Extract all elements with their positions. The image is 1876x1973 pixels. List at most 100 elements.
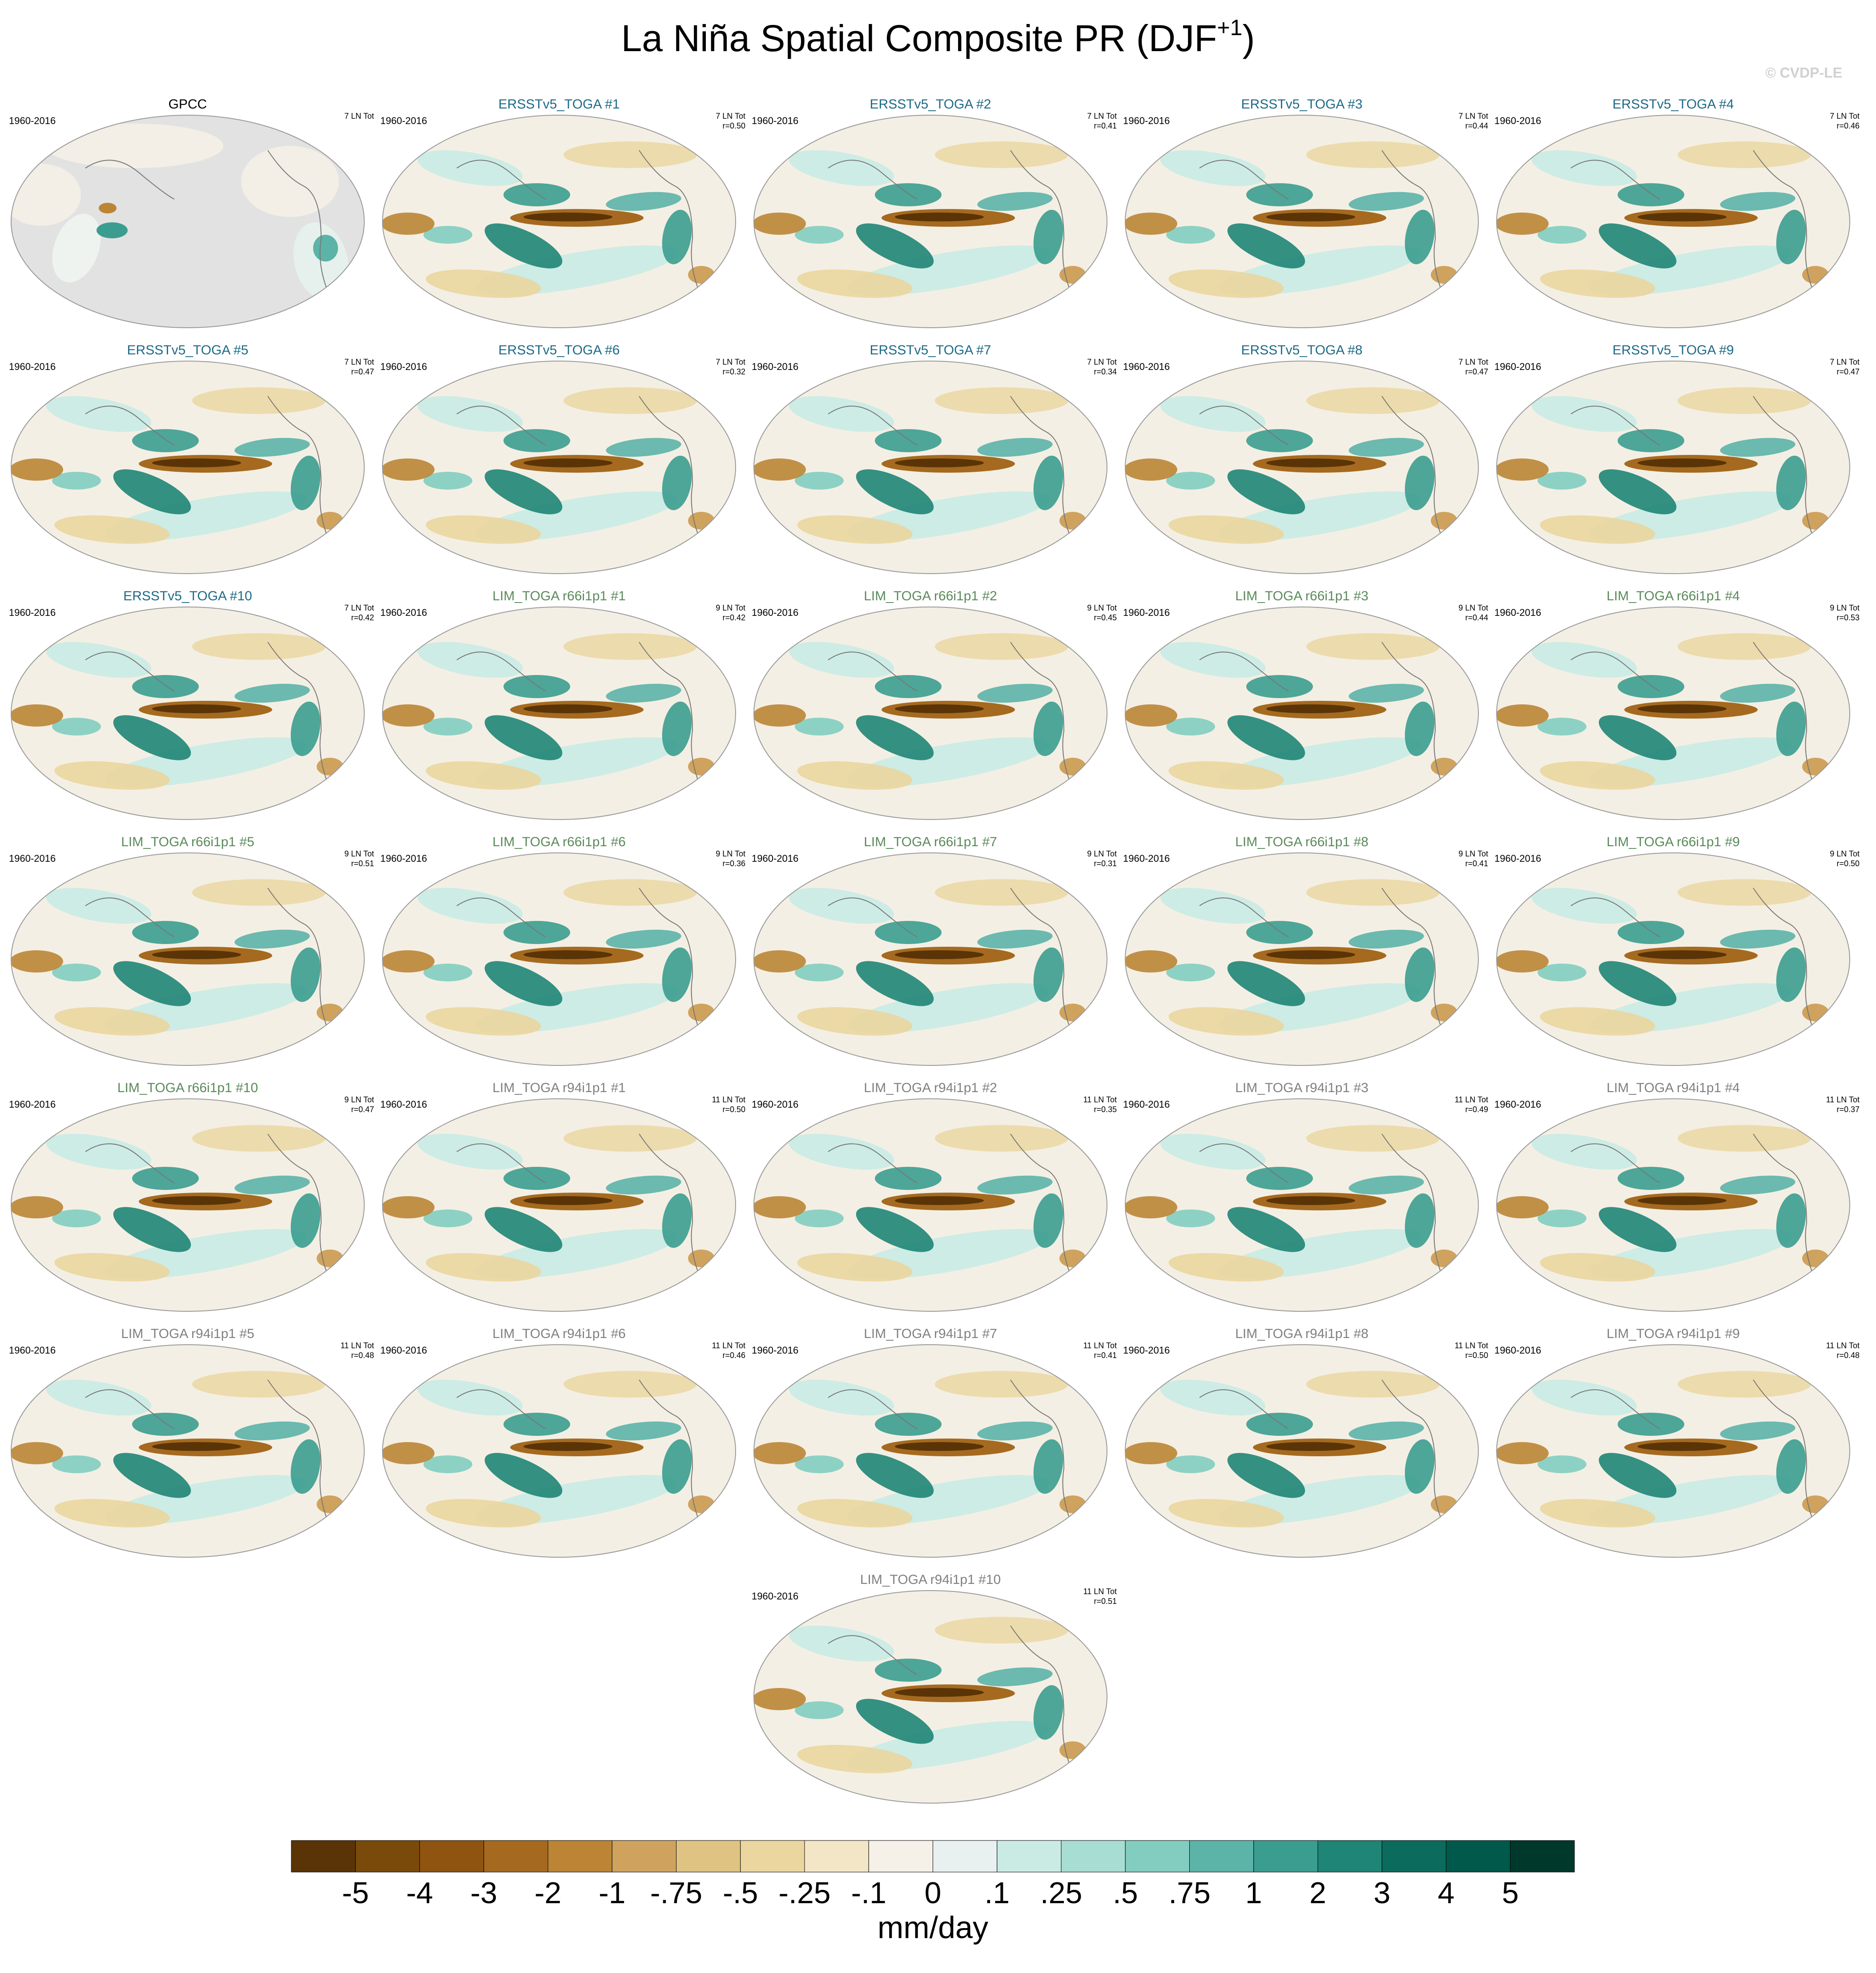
anomaly-light: [426, 515, 541, 544]
anomaly-wet: [1405, 209, 1435, 265]
anomaly-dry: [317, 1004, 343, 1021]
anomaly-light: [1306, 141, 1440, 168]
panel-title: ERSSTv5_TOGA #2: [870, 97, 991, 112]
anomaly-dry: [1431, 1250, 1457, 1267]
anomaly-wet: [1720, 1421, 1795, 1441]
anomaly-light: [564, 1371, 697, 1398]
map-panel: LIM_TOGA r66i1p1 #6 1960-2016 9 LN Totr=0.…: [380, 835, 745, 1066]
anomaly-light: [564, 633, 697, 660]
map-panel: LIM_TOGA r94i1p1 #8 1960-2016 11 LN Totr=0…: [1123, 1326, 1488, 1558]
anomaly-light: [1306, 633, 1440, 660]
panel-correlation: r=0.41: [1094, 1351, 1117, 1360]
panel-count: 11 LN Tot: [1455, 1341, 1488, 1350]
anomaly-wet: [234, 683, 310, 703]
map-panel: LIM_TOGA r66i1p1 #1 1960-2016 9 LN Totr=0.…: [380, 589, 745, 820]
coastline: [828, 1379, 1073, 1527]
colorbar-box: [997, 1840, 1062, 1873]
colorbar-box: [612, 1840, 676, 1873]
panel-count: 11 LN Tot: [1455, 1095, 1488, 1104]
panel-count: 11 LN Tot: [1083, 1587, 1117, 1596]
panel-correlation: r=0.50: [722, 1105, 745, 1114]
panel-correlation: r=0.32: [722, 367, 745, 376]
anomaly-dry: [317, 1250, 343, 1267]
map-outline: [753, 1098, 1107, 1312]
map: [1497, 1099, 1850, 1311]
panel-correlation: r=0.47: [351, 367, 374, 376]
anomaly-light: [789, 1625, 894, 1662]
panel-title: LIM_TOGA r66i1p1 #9: [1606, 835, 1740, 849]
anomaly-wet: [1166, 472, 1215, 490]
anomaly-light: [797, 1253, 913, 1282]
anomaly-dry: [523, 1442, 612, 1451]
map: [1497, 1345, 1850, 1557]
map-outline: [382, 361, 736, 574]
map-outline: [753, 115, 1107, 328]
land-wet: [313, 235, 338, 261]
panel-correlation: r=0.46: [722, 1351, 745, 1360]
anomaly-wet: [1538, 1455, 1586, 1473]
anomaly-light: [1306, 387, 1440, 414]
colorbar-box: [355, 1840, 420, 1873]
anomaly-light: [1531, 642, 1637, 678]
anomaly-wet: [52, 1210, 101, 1227]
map-outline: [382, 852, 736, 1066]
anomaly-dry: [1497, 1442, 1549, 1464]
panel-correlation: r=0.42: [351, 613, 374, 622]
anomaly-dry: [688, 512, 715, 530]
panel-count: 9 LN Tot: [716, 849, 745, 858]
colorbar-box: [548, 1840, 612, 1873]
map-outline: [382, 1344, 736, 1558]
panel-correlation: r=0.45: [1094, 613, 1117, 622]
coastline: [1570, 150, 1816, 297]
colorbar-box: [868, 1840, 933, 1873]
panel-count: 9 LN Tot: [344, 1095, 374, 1104]
anomaly-dry: [1125, 1196, 1177, 1218]
anomaly-wet: [606, 683, 681, 703]
anomaly-light: [1160, 1133, 1266, 1170]
anomaly-dry: [754, 458, 806, 481]
anomaly-wet: [1618, 429, 1684, 452]
anomaly-dry: [152, 458, 241, 467]
panel-period: 1960-2016: [9, 115, 56, 126]
map-panel: LIM_TOGA r66i1p1 #2 1960-2016 9 LN Totr=0.…: [752, 589, 1117, 820]
anomaly-wet: [132, 1167, 199, 1190]
anomaly-wet: [1598, 1207, 1677, 1252]
panel-title: LIM_TOGA r66i1p1 #4: [1606, 589, 1740, 603]
panel-period: 1960-2016: [1123, 853, 1170, 864]
anomaly-dry: [317, 512, 343, 530]
anomaly-dry: [1431, 758, 1457, 776]
anomaly-wet: [1598, 223, 1677, 269]
anomaly-light: [1160, 150, 1266, 186]
map-panel: LIM_TOGA r94i1p1 #4 1960-2016 11 LN Totr=0…: [1494, 1081, 1860, 1312]
anomaly-wet: [875, 1413, 942, 1436]
map-outline: [11, 361, 365, 574]
coastline: [1570, 1379, 1816, 1527]
anomaly-dry: [1802, 758, 1829, 776]
map-outline: [382, 1098, 736, 1312]
anomaly-dry: [1059, 1004, 1086, 1021]
anomaly-wet: [795, 226, 844, 244]
anomaly-wet: [234, 438, 310, 457]
anomaly-wet: [1227, 961, 1305, 1006]
anomaly-light: [426, 269, 541, 298]
anomaly-dry: [11, 704, 63, 727]
panel-period: 1960-2016: [380, 853, 427, 864]
anomaly-dry: [523, 458, 612, 467]
anomaly-wet: [1227, 1453, 1305, 1498]
anomaly-dry: [688, 1250, 715, 1267]
map-panel: LIM_TOGA r94i1p1 #3 1960-2016 11 LN Totr=0…: [1123, 1081, 1488, 1312]
land-wet: [97, 222, 128, 238]
anomaly-light: [426, 1499, 541, 1527]
map-panel: LIM_TOGA r94i1p1 #5 1960-2016 11 LN Totr=0…: [9, 1326, 374, 1558]
anomaly-dry: [382, 213, 435, 235]
map-outline: [382, 115, 736, 328]
anomaly-dry: [1431, 266, 1457, 284]
anomaly-wet: [606, 1421, 681, 1441]
panel-period: 1960-2016: [1123, 115, 1170, 126]
anomaly-light: [797, 1007, 913, 1036]
anomaly-dry: [11, 950, 63, 972]
map-outline: [753, 1344, 1107, 1558]
anomaly-dry: [895, 1688, 984, 1697]
panel-correlation: r=0.49: [1465, 1105, 1488, 1114]
